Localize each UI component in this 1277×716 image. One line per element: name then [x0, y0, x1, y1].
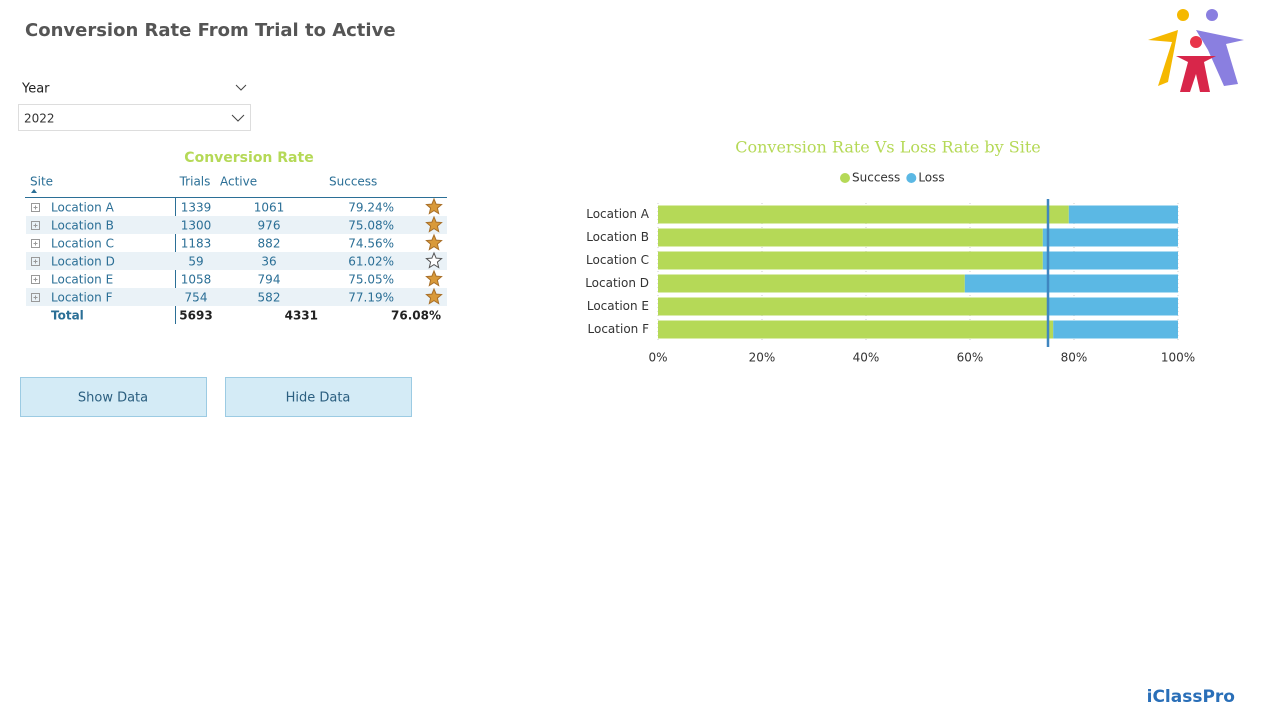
expand-plus — [33, 223, 38, 228]
expand-plus — [33, 205, 38, 210]
cell: Location D — [51, 255, 115, 269]
page-title: Conversion Rate From Trial to Active — [25, 20, 396, 41]
expand-icon[interactable] — [31, 203, 40, 212]
y-tick-label: Location E — [587, 299, 649, 313]
cell: 74.56% — [348, 237, 394, 251]
expand-plus — [33, 295, 38, 300]
cell: 1339 — [181, 201, 212, 215]
column-header: Trials — [179, 175, 211, 189]
filter-label: Year — [21, 82, 50, 97]
column-header: Active — [220, 175, 257, 189]
cell: Location C — [51, 237, 114, 251]
chart-title: Conversion Rate Vs Loss Rate by Site — [735, 138, 1041, 157]
expand-icon[interactable] — [31, 221, 40, 230]
y-tick-label: Location D — [585, 276, 649, 290]
y-tick-label: Location C — [586, 253, 649, 267]
total-cell: Total — [51, 309, 84, 323]
bar-segment — [964, 274, 1178, 293]
bar-segment — [1053, 320, 1178, 339]
x-tick-label: 60% — [957, 351, 984, 365]
cell: 976 — [258, 219, 281, 233]
cell: 582 — [258, 291, 281, 305]
legend-swatch — [906, 173, 917, 183]
cell: 1183 — [181, 237, 212, 251]
cell: 1061 — [254, 201, 285, 215]
expand-plus — [33, 259, 38, 264]
bar-segment — [1048, 297, 1178, 316]
y-tick-label: Location B — [586, 230, 649, 244]
x-tick-label: 0% — [648, 351, 667, 365]
star — [425, 233, 443, 251]
button-label[interactable]: Show Data — [78, 391, 148, 406]
legend-swatch — [840, 173, 850, 183]
column-header: Site — [30, 175, 53, 189]
bar-segment — [658, 251, 1043, 270]
cell: 77.19% — [348, 291, 394, 305]
star — [425, 251, 443, 269]
expand-icon[interactable] — [31, 239, 40, 248]
button[interactable] — [225, 377, 412, 417]
cell: 794 — [258, 273, 281, 287]
cell: 1300 — [181, 219, 212, 233]
cell: 36 — [261, 255, 276, 269]
bar-segment — [658, 274, 965, 293]
cell: 75.05% — [348, 273, 394, 287]
chevron[interactable] — [235, 84, 247, 91]
row-band — [26, 288, 447, 306]
star — [425, 287, 443, 305]
bar-segment — [658, 297, 1048, 316]
bar-segment — [1042, 228, 1178, 247]
table-title: Conversion Rate — [184, 150, 313, 166]
total-cell: 5693 — [179, 309, 212, 323]
bar-segment — [658, 228, 1043, 247]
expand-icon[interactable] — [31, 275, 40, 284]
cell: 61.02% — [348, 255, 394, 269]
row-band — [26, 252, 447, 270]
row-band — [26, 216, 447, 234]
star — [425, 269, 443, 287]
expand-icon[interactable] — [31, 257, 40, 266]
x-tick-label: 40% — [853, 351, 880, 365]
column-header: Success — [329, 175, 377, 189]
button-label[interactable]: Hide Data — [286, 391, 351, 406]
x-tick-label: 100% — [1161, 351, 1195, 365]
expand-icon[interactable] — [31, 293, 40, 302]
sort-icon — [31, 189, 37, 193]
expand-plus — [33, 241, 38, 246]
cell: 882 — [258, 237, 281, 251]
star — [425, 197, 443, 215]
total-cell: 76.08% — [391, 309, 441, 323]
cell: Location A — [51, 201, 115, 215]
cell: 59 — [188, 255, 203, 269]
x-tick-label: 20% — [749, 351, 776, 365]
x-tick-label: 80% — [1061, 351, 1088, 365]
chevron — [231, 114, 245, 122]
cell: Location E — [51, 273, 113, 287]
star — [425, 215, 443, 233]
button[interactable] — [20, 377, 207, 417]
cell: 754 — [185, 291, 208, 305]
total-cell: 4331 — [285, 309, 318, 323]
dropdown-value: 2022 — [24, 112, 55, 126]
cell: 1058 — [181, 273, 212, 287]
legend-label: Loss — [918, 171, 944, 185]
cell: Location F — [51, 291, 113, 305]
bar-segment — [658, 320, 1054, 339]
legend-label: Success — [852, 171, 900, 185]
logo — [1148, 9, 1244, 92]
expand-plus — [33, 277, 38, 282]
bar-segment — [1042, 251, 1178, 270]
cell: Location B — [51, 219, 114, 233]
bar-segment — [1068, 205, 1178, 224]
bar-segment — [658, 205, 1069, 224]
y-tick-label: Location A — [586, 207, 650, 221]
dropdown[interactable] — [18, 104, 251, 131]
brand: iClassPro — [1147, 687, 1235, 707]
cell: 79.24% — [348, 201, 394, 215]
y-tick-label: Location F — [588, 322, 650, 336]
cell: 75.08% — [348, 219, 394, 233]
